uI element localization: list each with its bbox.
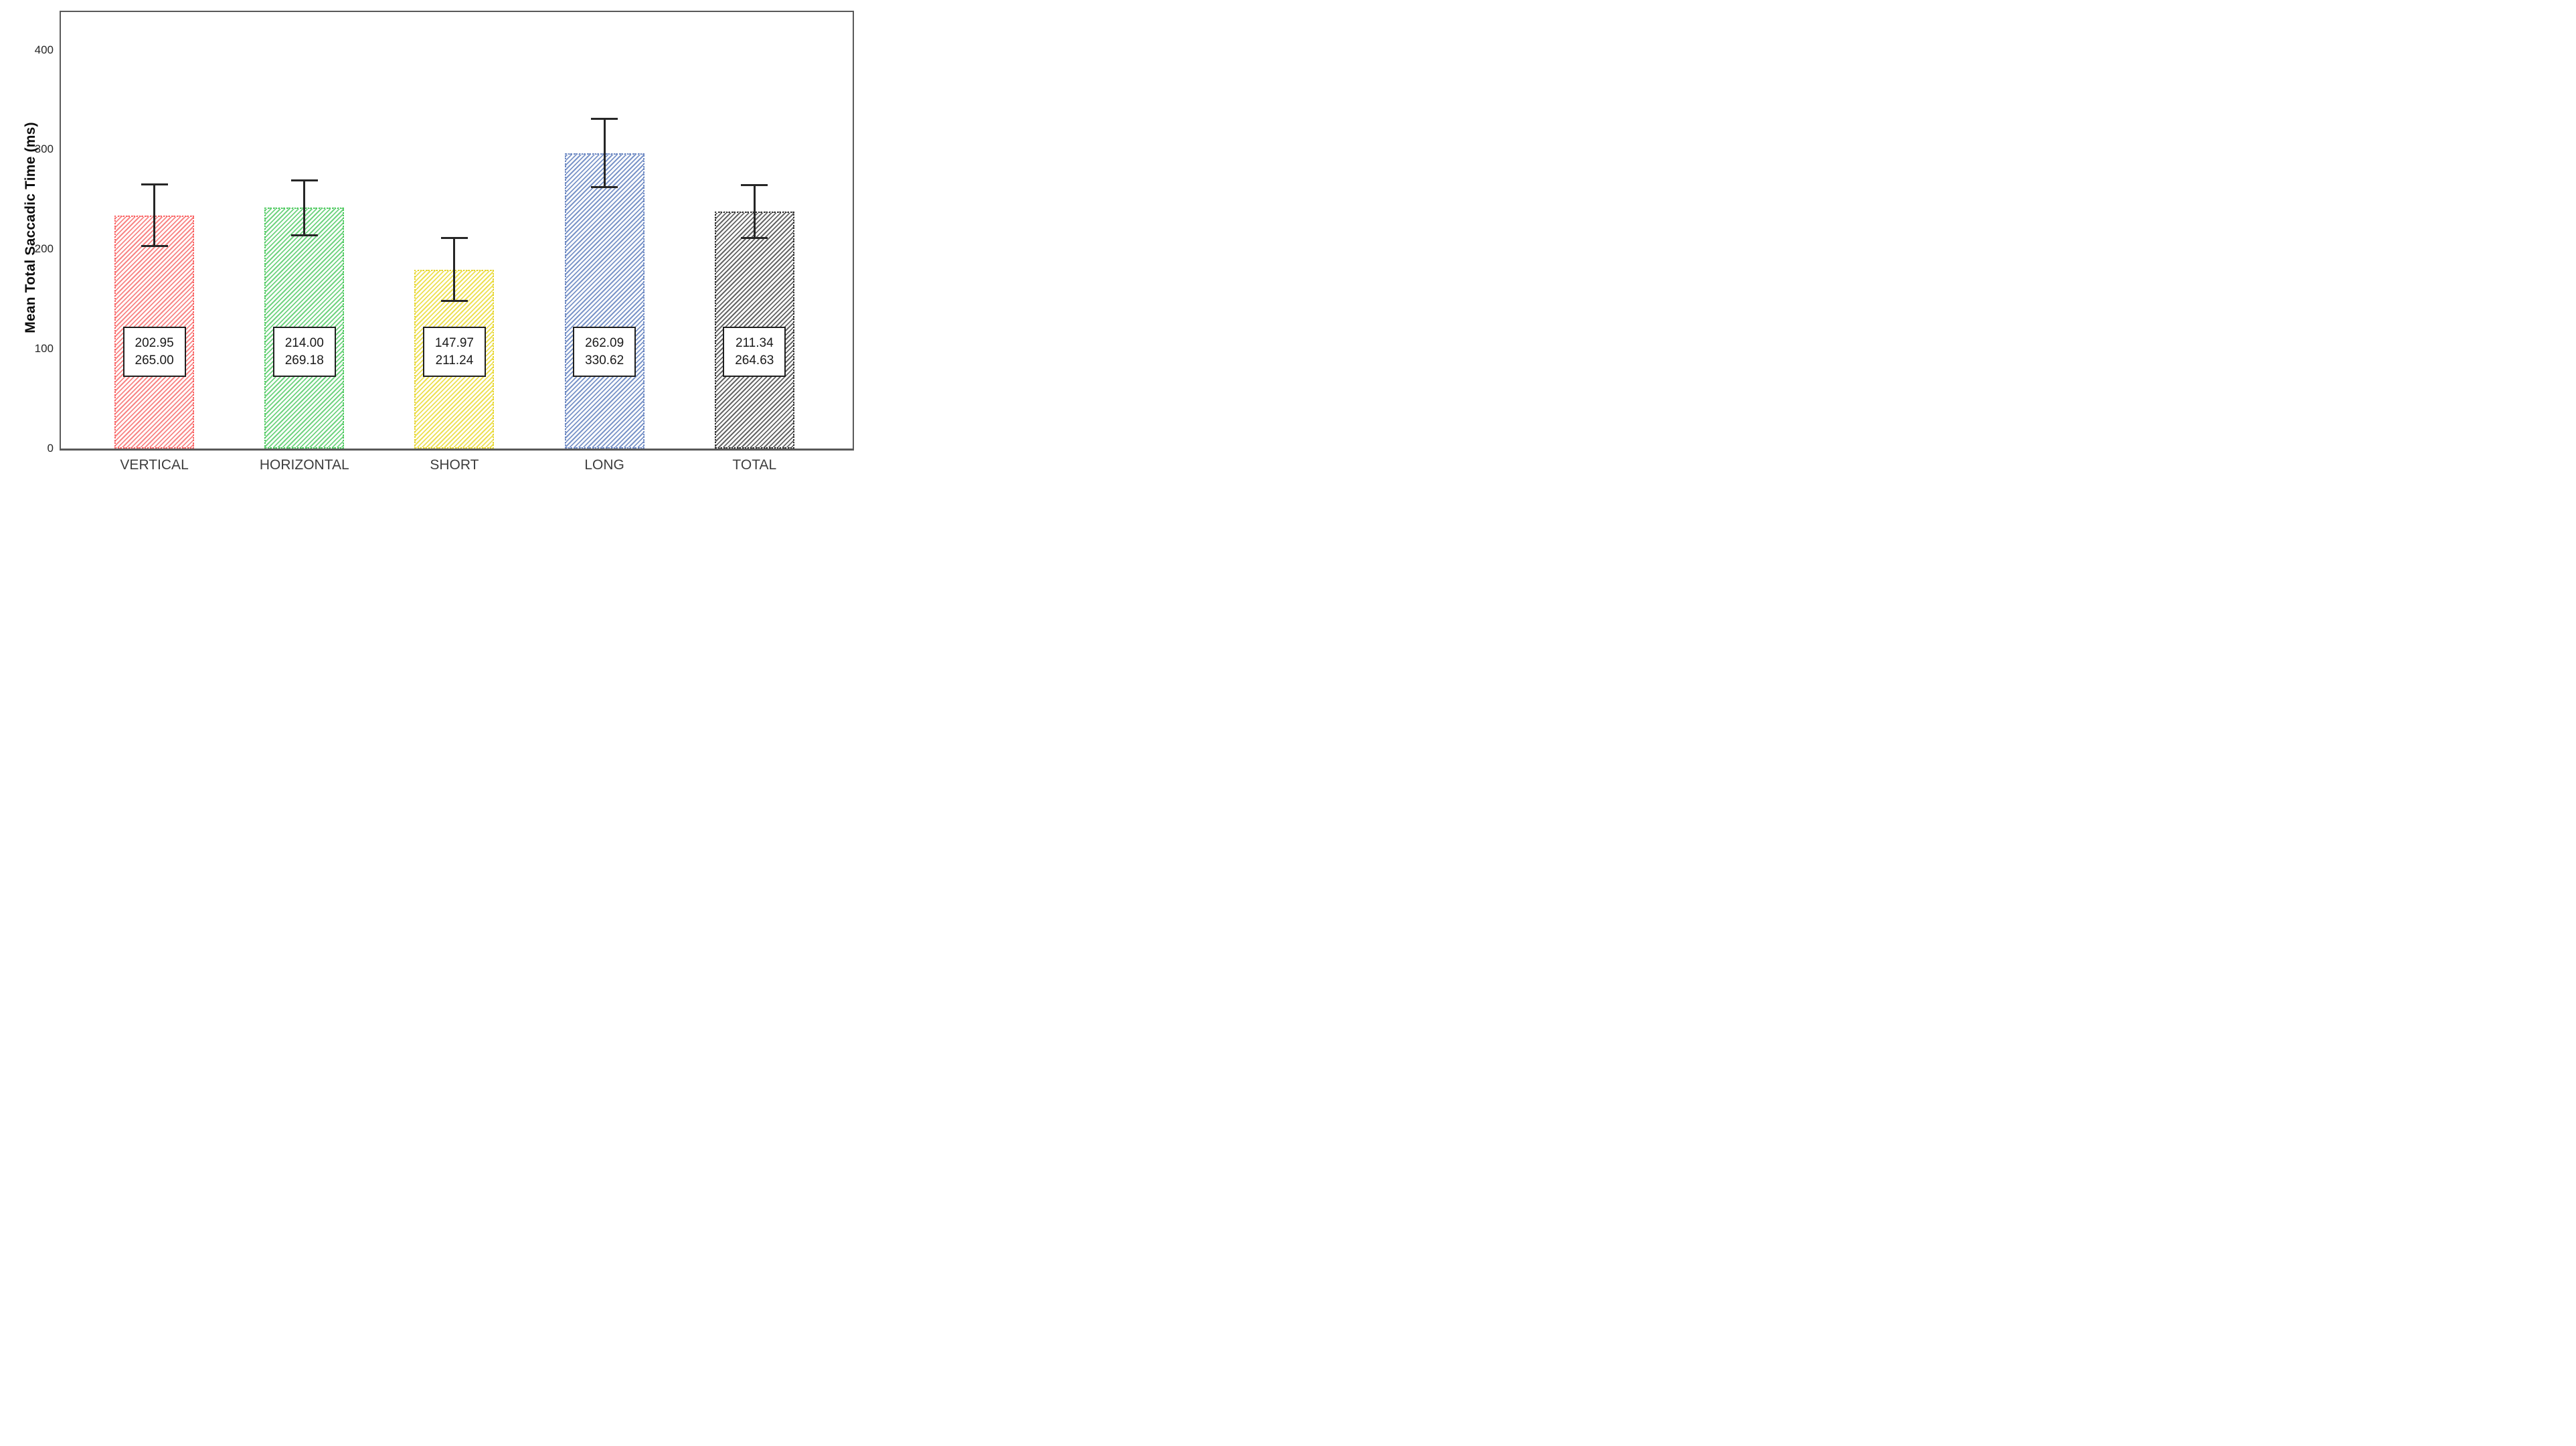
error-cap-lower-horizontal [290,234,318,236]
error-cap-lower-short [440,300,468,303]
error-bar-long [603,118,606,187]
ci-lower-value: 202.95 [135,335,174,350]
plot-area: 0 100 200 300 400 202.95 265.00 VERTICAL 214.00 2… [35,11,854,473]
y-tick-label: 400 [34,43,54,56]
y-tick-label: 100 [34,342,54,355]
error-bar-horizontal [303,180,306,236]
error-bar-vertical [153,184,156,246]
x-category-label-short: SHORT [430,457,479,473]
ci-value-box-horizontal: 214.00 269.18 [272,327,336,377]
bar-long [564,153,645,449]
error-cap-lower-vertical [141,245,168,248]
error-cap-upper-horizontal [290,179,318,181]
y-tick-label: 200 [34,242,54,256]
ci-lower-value: 214.00 [284,335,324,350]
x-category-label-horizontal: HORIZONTAL [259,457,349,473]
bar-chart: Mean Total Saccadic Time (ms) 0 100 200 300… [0,0,859,482]
error-cap-upper-total [741,183,768,186]
ci-value-box-vertical: 202.95 265.00 [122,327,186,377]
error-bar-short [453,238,456,301]
ci-upper-value: 330.62 [585,353,624,368]
ci-upper-value: 269.18 [284,353,324,368]
ci-value-box-long: 262.09 330.62 [573,327,636,377]
ci-lower-value: 147.97 [434,335,474,350]
error-cap-upper-vertical [141,183,168,186]
error-cap-upper-short [440,237,468,240]
x-category-label-total: TOTAL [732,457,777,473]
error-cap-lower-total [741,236,768,239]
error-cap-lower-long [591,186,618,189]
x-category-label-vertical: VERTICAL [120,457,189,473]
ci-lower-value: 211.34 [735,335,774,350]
y-tick-label: 300 [34,143,54,156]
ci-upper-value: 264.63 [735,353,774,368]
ci-value-box-short: 147.97 211.24 [422,327,486,377]
ci-value-box-total: 211.34 264.63 [723,327,786,377]
ci-lower-value: 262.09 [585,335,624,350]
error-bar-total [753,185,756,238]
error-cap-upper-long [591,118,618,120]
x-category-label-long: LONG [584,457,624,473]
y-tick-label: 0 [47,442,54,455]
ci-upper-value: 211.24 [435,353,474,368]
ci-upper-value: 265.00 [135,353,174,368]
